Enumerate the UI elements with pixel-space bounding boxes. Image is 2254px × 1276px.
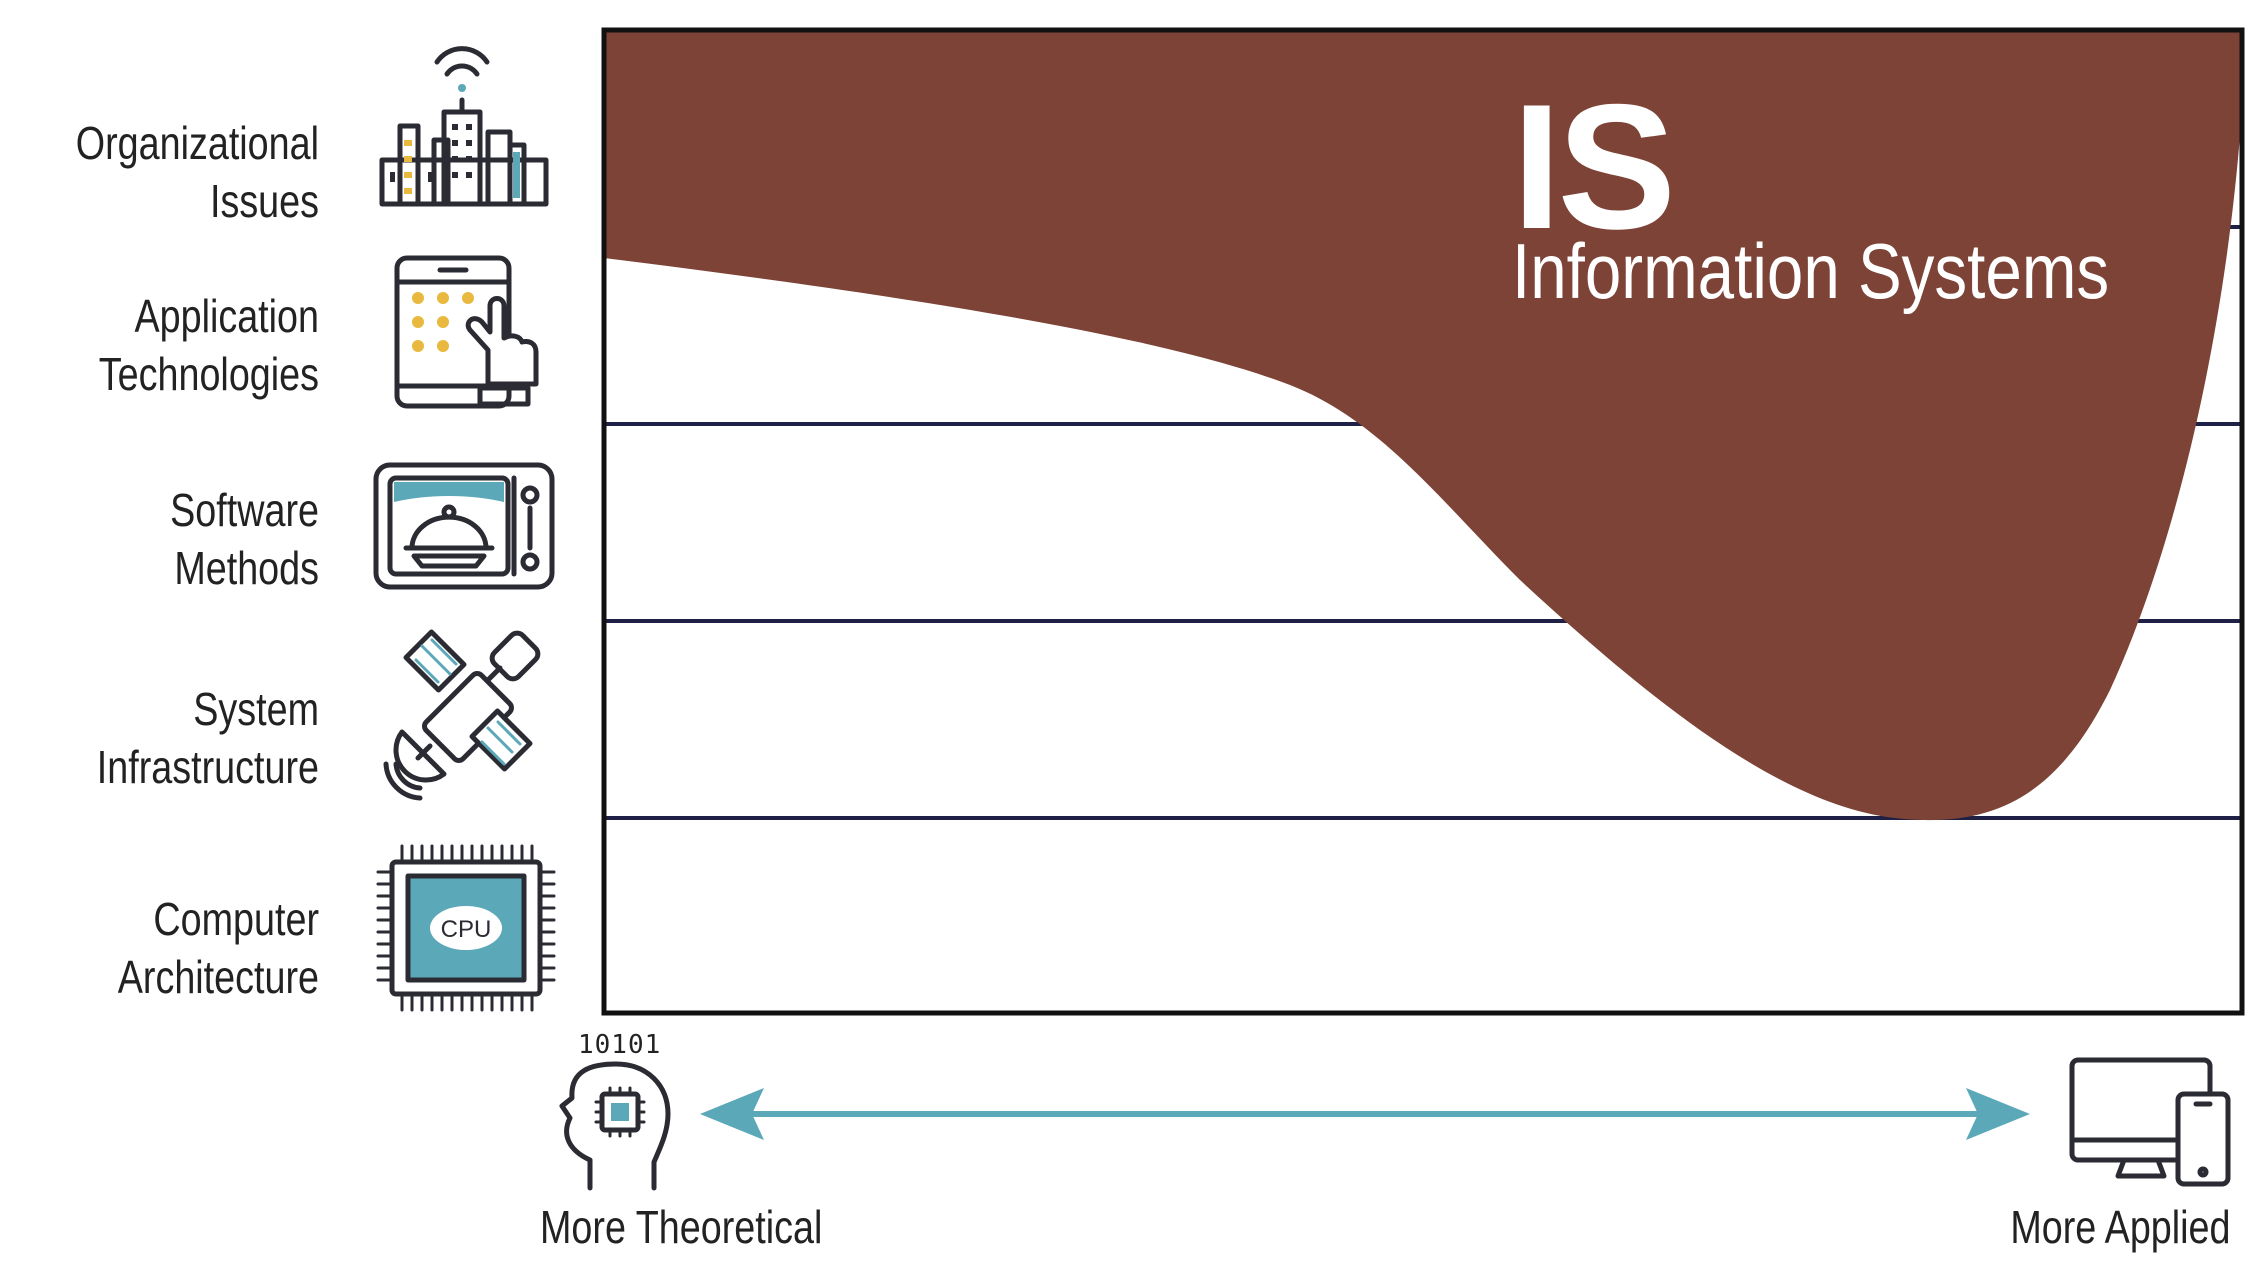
row-label-line: Infrastructure	[96, 741, 319, 793]
arrow-head-right	[1966, 1088, 2030, 1140]
row-label-application-technologies: Application Technologies	[24, 287, 319, 403]
microwave-oven-dish-icon	[373, 462, 555, 590]
row-label-computer-architecture: Computer Architecture	[24, 890, 319, 1006]
row-label-line: Methods	[174, 542, 319, 594]
row-label-line: Organizational	[75, 117, 319, 169]
row-label-line: Issues	[209, 175, 319, 227]
cpu-label: CPU	[441, 916, 492, 943]
city-buildings-wifi-icon	[379, 46, 549, 207]
row-label-software-methods: Software Methods	[24, 481, 319, 597]
row-label-line: Software	[170, 484, 319, 536]
arrow-head-left	[700, 1088, 764, 1140]
axis-label-more-theoretical: More Theoretical	[540, 1201, 823, 1253]
row-label-line: Architecture	[117, 951, 319, 1003]
is-abbreviation: IS	[1512, 67, 1676, 266]
row-label-line: Computer	[153, 893, 319, 945]
row-label-line: System	[193, 683, 319, 735]
binary-digits: 10101	[578, 1030, 662, 1060]
tablet-touch-hand-icon	[394, 255, 539, 409]
row-label-system-infrastructure: System Infrastructure	[24, 680, 319, 796]
head-chip-icon	[559, 1061, 671, 1191]
satellite-icon	[383, 629, 541, 801]
is-full-name: Information Systems	[1512, 227, 2110, 315]
chart-frame	[601, 27, 2245, 1016]
row-label-line: Application	[134, 290, 319, 342]
monitor-phone-icon	[2069, 1057, 2231, 1187]
row-label-line: Technologies	[98, 348, 320, 400]
axis-label-more-applied: More Applied	[2009, 1201, 2230, 1253]
cpu-chip-icon: CPU	[376, 844, 556, 1012]
is-region-shape	[604, 30, 2242, 821]
row-label-organizational-issues: Organizational Issues	[24, 114, 319, 230]
